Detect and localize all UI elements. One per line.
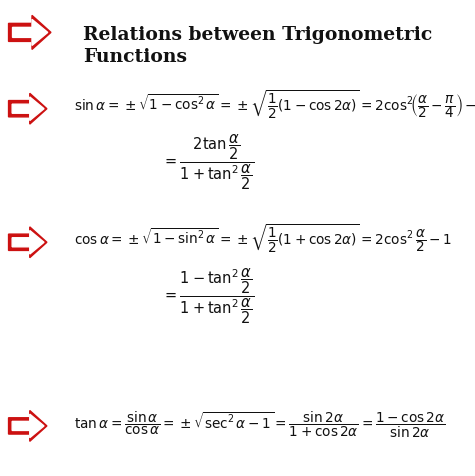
Polygon shape [12,414,44,438]
Text: $=\dfrac{2\tan\dfrac{\alpha}{2}}{1+\tan^2\dfrac{\alpha}{2}}$: $=\dfrac{2\tan\dfrac{\alpha}{2}}{1+\tan^… [162,132,254,192]
Polygon shape [12,20,48,46]
Polygon shape [9,411,47,441]
Polygon shape [12,98,44,121]
Text: $\cos\alpha=\pm\sqrt{1-\sin^2\alpha}=\pm\sqrt{\dfrac{1}{2}(1+\cos2\alpha)}=2\cos: $\cos\alpha=\pm\sqrt{1-\sin^2\alpha}=\pm… [74,222,451,254]
Polygon shape [12,231,44,255]
Text: Relations between Trigonometric
Functions: Relations between Trigonometric Function… [83,26,432,66]
Polygon shape [9,94,47,125]
Text: $=\dfrac{1-\tan^2\dfrac{\alpha}{2}}{1+\tan^2\dfrac{\alpha}{2}}$: $=\dfrac{1-\tan^2\dfrac{\alpha}{2}}{1+\t… [162,265,254,325]
Polygon shape [9,16,51,50]
Text: $\sin\alpha=\pm\sqrt{1-\cos^2\alpha}=\pm\sqrt{\dfrac{1}{2}(1-\cos2\alpha)}=2\cos: $\sin\alpha=\pm\sqrt{1-\cos^2\alpha}=\pm… [74,89,475,121]
Text: $\tan\alpha=\dfrac{\sin\alpha}{\cos\alpha}=\pm\sqrt{\sec^2\alpha-1}=\dfrac{\sin2: $\tan\alpha=\dfrac{\sin\alpha}{\cos\alph… [74,408,445,439]
Polygon shape [9,228,47,258]
